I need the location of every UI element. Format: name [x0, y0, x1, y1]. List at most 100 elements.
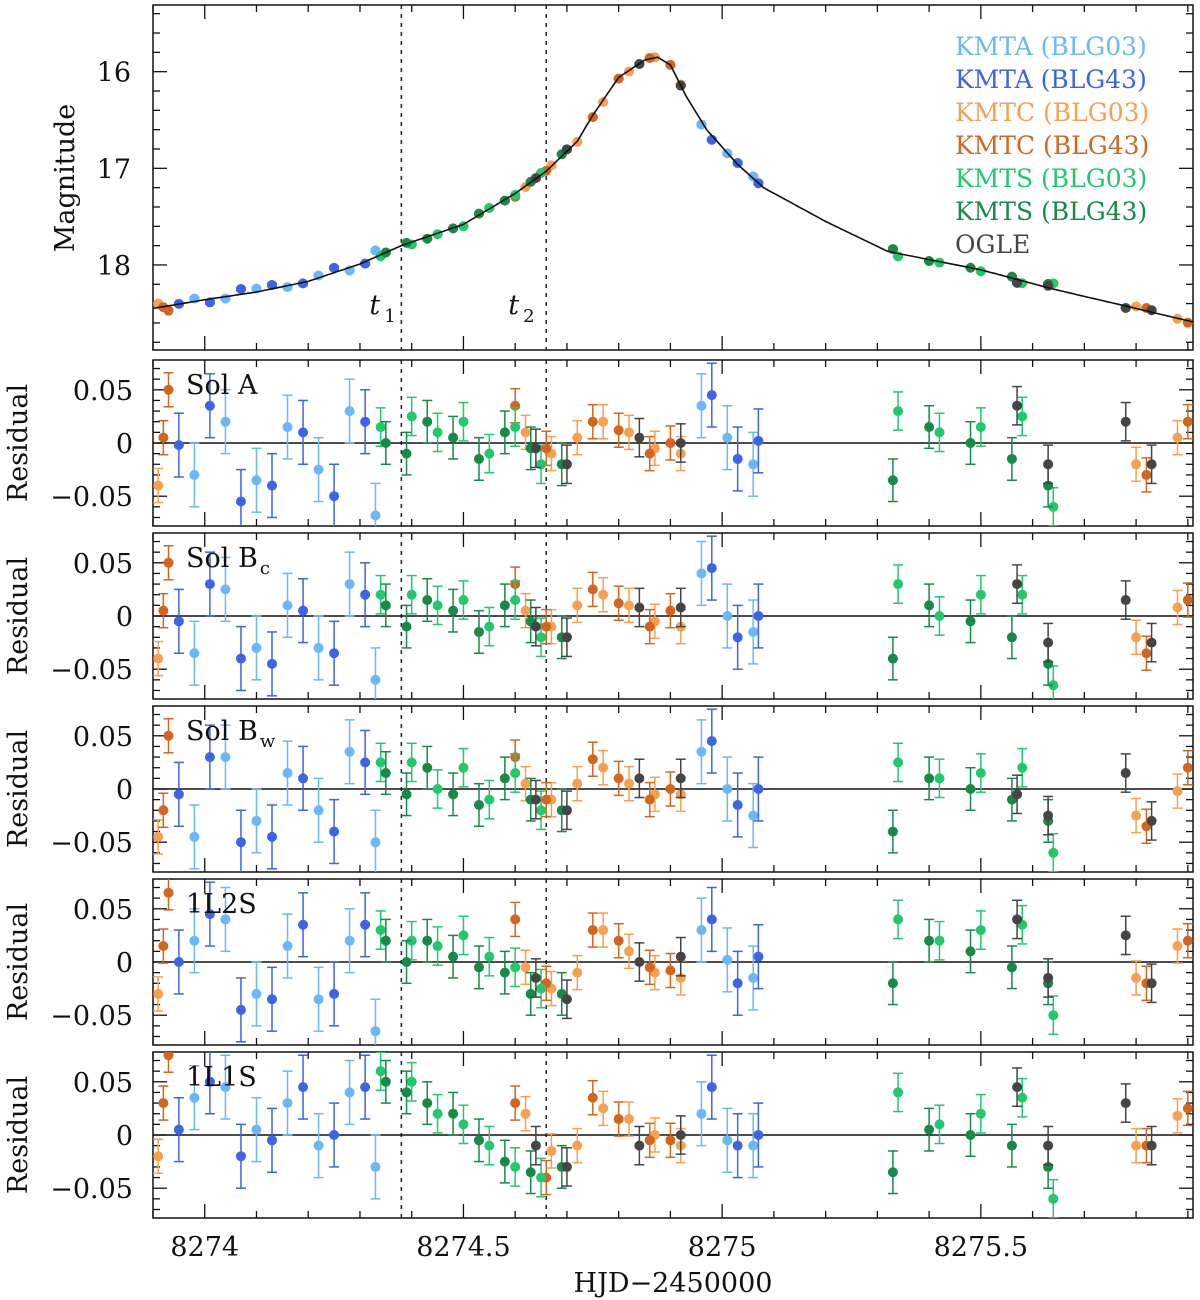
data-point: [634, 432, 645, 443]
data-point: [422, 416, 433, 427]
data-point: [541, 794, 552, 805]
data-point: [696, 1108, 707, 1119]
data-point: [732, 1140, 743, 1151]
data-point: [975, 422, 986, 433]
data-point: [965, 1130, 976, 1140]
data-point: [965, 784, 976, 794]
data-point: [329, 648, 340, 659]
data-point: [158, 1098, 169, 1109]
data-point: [499, 1156, 510, 1167]
data-point: [613, 425, 624, 436]
data-point: [624, 1114, 635, 1125]
data-point: [1006, 1140, 1017, 1151]
data-point: [561, 805, 572, 816]
data-point: [510, 962, 521, 973]
data-point: [484, 621, 495, 632]
data-point: [613, 935, 624, 946]
data-point: [220, 752, 231, 763]
data-point: [748, 626, 759, 637]
legend-entry: KMTA (BLG03): [955, 32, 1147, 61]
data-point: [406, 757, 417, 768]
data-point: [235, 496, 246, 507]
residual-data: [153, 708, 1193, 872]
data-point: [1043, 459, 1054, 470]
data-point: [360, 919, 371, 930]
data-point: [665, 965, 676, 976]
data-point: [893, 914, 904, 925]
data-point: [422, 1098, 433, 1109]
residual-panel-A: 0.05 0 −0.05 Residual Sol A: [3, 359, 1194, 527]
data-point: [624, 600, 635, 611]
data-point: [598, 925, 609, 936]
data-point: [344, 935, 355, 946]
data-point: [706, 914, 717, 925]
data-point: [406, 411, 417, 422]
data-point: [163, 730, 174, 741]
data-point: [1120, 1098, 1131, 1109]
data-point: [235, 1004, 246, 1015]
data-point: [696, 400, 707, 411]
data-point: [458, 595, 469, 606]
time-annotation-subscript: 1: [384, 306, 395, 327]
data-point: [1048, 1010, 1059, 1021]
data-point: [406, 935, 417, 946]
data-point: [298, 278, 309, 289]
data-point: [722, 954, 733, 965]
data-point: [380, 1076, 391, 1087]
data-point: [546, 1145, 557, 1156]
data-point: [173, 440, 184, 451]
data-point: [722, 784, 733, 794]
data-point: [473, 1135, 484, 1146]
data-point: [370, 837, 381, 848]
data-point: [924, 600, 935, 611]
legend-entry: KMTS (BLG43): [955, 197, 1147, 226]
data-point: [298, 919, 309, 930]
data-point: [329, 826, 340, 837]
data-point: [732, 453, 743, 464]
legend-entry: KMTS (BLG03): [955, 164, 1147, 193]
legend-entry: KMTC (BLG43): [955, 131, 1149, 160]
data-point: [598, 762, 609, 773]
data-point: [458, 416, 469, 427]
x-tick-label: 8274.5: [416, 1232, 510, 1263]
data-point: [153, 1151, 164, 1162]
data-point: [696, 568, 707, 579]
x-tick-label: 8274: [170, 1232, 239, 1263]
data-point: [158, 941, 169, 952]
data-point: [665, 438, 676, 448]
data-point: [189, 469, 200, 480]
data-point: [251, 988, 262, 999]
data-point: [204, 1076, 215, 1087]
data-point: [163, 1052, 174, 1061]
data-point: [893, 579, 904, 590]
data-point: [624, 427, 635, 438]
data-point: [251, 1124, 262, 1135]
data-point: [887, 826, 898, 837]
data-point: [748, 171, 759, 182]
data-point: [613, 1114, 624, 1125]
data-point: [282, 1098, 293, 1109]
data-point: [706, 390, 717, 401]
data-point: [313, 805, 324, 816]
data-point: [536, 983, 547, 994]
y-axis-title-magnitude: Magnitude: [50, 104, 81, 253]
data-point: [893, 1087, 904, 1098]
data-point: [530, 443, 541, 454]
legend-entry: KMTA (BLG43): [955, 65, 1147, 94]
data-point: [329, 1130, 340, 1140]
data-point: [613, 598, 624, 609]
data-point: [173, 789, 184, 800]
data-point: [634, 1140, 645, 1151]
data-point: [887, 653, 898, 664]
y-tick-label: −0.05: [50, 1174, 133, 1205]
data-point: [934, 935, 945, 946]
data-point: [1120, 930, 1131, 941]
data-point: [613, 773, 624, 784]
data-point: [587, 416, 598, 427]
data-point: [722, 1135, 733, 1146]
data-point: [458, 930, 469, 941]
data-point: [706, 736, 717, 747]
data-point: [406, 589, 417, 600]
